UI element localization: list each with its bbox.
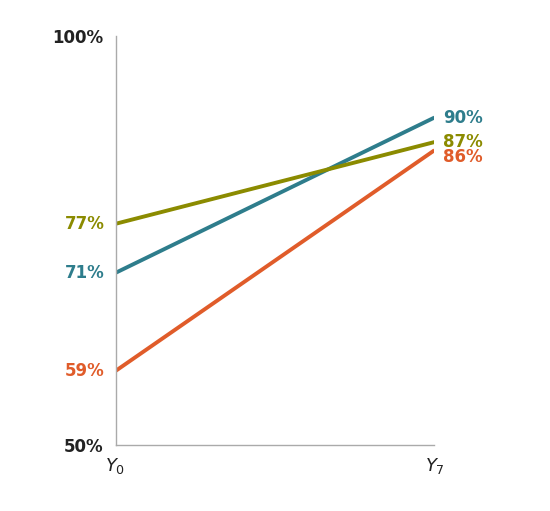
Text: 59%: 59% xyxy=(65,362,104,380)
Text: 86%: 86% xyxy=(443,148,482,166)
Text: 77%: 77% xyxy=(64,215,104,233)
Text: 71%: 71% xyxy=(65,264,104,282)
Text: 90%: 90% xyxy=(443,108,482,127)
Text: 87%: 87% xyxy=(443,133,482,151)
